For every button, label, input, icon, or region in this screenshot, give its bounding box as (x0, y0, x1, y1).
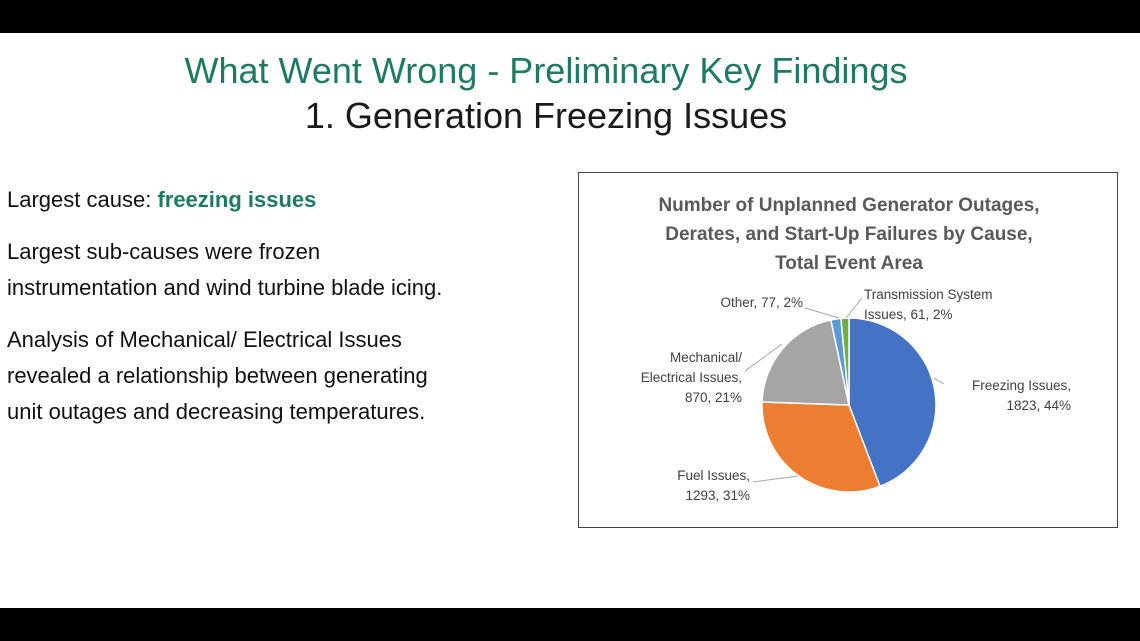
slice-label-freezing-issues: Freezing Issues, 1823, 44% (972, 378, 1071, 413)
bullet-1-highlight: freezing issues (157, 187, 317, 212)
pie-slice-mechanical-electrical-issues (761, 319, 850, 406)
bullet-2-line-1: Largest sub-causes were frozen (7, 239, 321, 264)
chart-title-line-1: Number of Unplanned Generator Outages, (658, 195, 1040, 216)
bullet-3-line-2: revealed a relationship between generati… (7, 363, 428, 388)
leader-line-other (804, 307, 840, 319)
leader-line-mechanical-electrical-issues (744, 343, 783, 372)
slice-label-fuel-issues: Fuel Issues, 1293, 31% (677, 468, 750, 503)
pie-slice-transmission-system-issues (840, 317, 850, 406)
pie-chart-panel: Number of Unplanned Generator Outages, D… (578, 172, 1118, 528)
pie-chart: Freezing Issues, 1823, 44% Fuel Issues, 129… (641, 287, 1071, 503)
bullet-3-line-1: Analysis of Mechanical/ Electrical Issue… (7, 327, 402, 352)
chart-title-line-2: Derates, and Start-Up Failures by Cause, (665, 224, 1033, 245)
bullet-list: Largest cause: freezing issues Largest s… (7, 182, 567, 446)
bottom-black-bar (0, 608, 1140, 641)
top-black-bar (0, 0, 1140, 33)
chart-title: Number of Unplanned Generator Outages, D… (579, 191, 1119, 278)
slide-title: What Went Wrong - Preliminary Key Findin… (184, 50, 908, 91)
slice-label-transmission-system-issues: Transmission System Issues, 61, 2% (864, 287, 993, 322)
pie-slice-fuel-issues (761, 401, 881, 493)
leader-line-fuel-issues (752, 475, 799, 483)
bullet-2: Largest sub-causes were frozen instrumen… (7, 234, 567, 306)
slide-subtitle: 1. Generation Freezing Issues (304, 95, 788, 136)
bullet-2-line-2: instrumentation and wind turbine blade i… (7, 275, 443, 300)
bullet-3-line-3: unit outages and decreasing temperatures… (7, 399, 426, 424)
bullet-1-prefix: Largest cause: (7, 187, 158, 212)
leader-line-freezing-issues (933, 377, 945, 385)
chart-title-line-3: Total Event Area (775, 253, 923, 274)
bullet-1: Largest cause: freezing issues (7, 182, 567, 218)
slice-label-mechanical-electrical-issues: Mechanical/Electrical Issues, 870, 21% (641, 350, 743, 405)
leader-line-transmission-system-issues (845, 297, 863, 319)
bullet-3: Analysis of Mechanical/ Electrical Issue… (7, 322, 567, 430)
slice-label-other: Other, 77, 2% (720, 295, 803, 310)
pie-slice-freezing-issues (848, 317, 937, 488)
